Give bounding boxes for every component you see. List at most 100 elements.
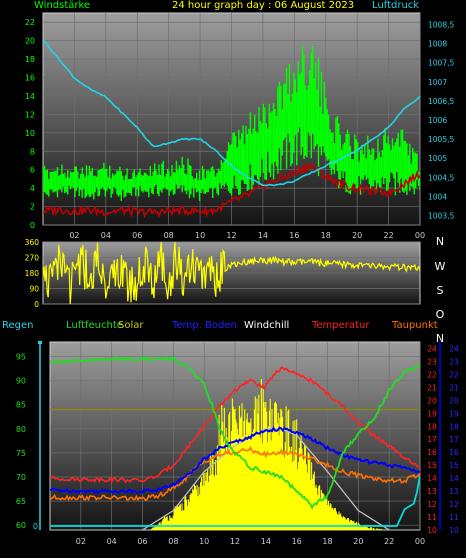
- solar-maximum-series: [142, 428, 390, 530]
- soil-temperature-y-tick-label: 14: [449, 474, 459, 483]
- humidity-y-tick-label: 70: [16, 473, 26, 482]
- temp-x-tick-label: 00: [415, 537, 425, 546]
- pressure-y-tick-label: 1008,5: [428, 20, 454, 29]
- wind-x-tick-label: 12: [226, 231, 236, 240]
- temperature-y-tick-label: 10: [427, 526, 437, 535]
- wind-x-tick-label: 00: [415, 231, 425, 240]
- humidity-y-tick-label: 90: [16, 377, 26, 386]
- pressure-y-tick-label: 1005: [428, 154, 447, 163]
- legend-solar: Solar: [118, 320, 144, 331]
- direction-y-tick-label: 90: [29, 285, 39, 294]
- wind-y-tick-label: 14: [25, 92, 35, 101]
- wind-x-tick-label: 02: [69, 231, 79, 240]
- temperature-y-tick-label: 16: [427, 448, 437, 457]
- humidity-y-tick-label: 85: [16, 401, 26, 410]
- pressure-y-tick-label: 1006,5: [428, 97, 454, 106]
- temperature-y-tick-label: 17: [427, 435, 437, 444]
- soil-temperature-y-tick-label: 10: [449, 526, 459, 535]
- temperature-y-tick-label: 13: [427, 487, 437, 496]
- temp-x-tick-label: 18: [322, 537, 332, 546]
- soil-temperature-y-tick-label: 20: [449, 396, 459, 405]
- temperature-y-tick-label: 14: [427, 474, 437, 483]
- wind-y-tick-label: 2: [30, 203, 35, 212]
- rain-series: [50, 475, 420, 527]
- temp-x-tick-label: 16: [292, 537, 302, 546]
- wind-y-tick-label: 0: [30, 221, 35, 230]
- pressure-series: [43, 39, 420, 187]
- compass-label: S: [437, 284, 444, 297]
- wind-y-tick-label: 8: [30, 147, 35, 156]
- soil-temperature-y-tick-label: 11: [449, 513, 459, 522]
- direction-y-tick-label: 270: [25, 254, 40, 263]
- wind-y-tick-label: 22: [25, 18, 35, 27]
- wind-y-tick-label: 12: [25, 110, 35, 119]
- chart-title: 24 hour graph day : 06 August 2023: [172, 0, 355, 11]
- soil-temperature-y-tick-label: 18: [449, 422, 459, 431]
- legend-windchill: Windchill: [244, 320, 290, 331]
- wind-y-tick-label: 16: [25, 74, 35, 83]
- soil-temperature-y-tick-label: 16: [449, 448, 459, 457]
- soil-temperature-y-tick-label: 22: [449, 370, 459, 379]
- legend-dewpoint: Taupunkt: [392, 320, 438, 331]
- compass-label: O: [436, 308, 445, 321]
- temperature-humidity-panel: 60 65 70 75 80 85 90 95 0 10 11 12 13 14 15 16 17 18 19 20 2…: [16, 341, 459, 546]
- humidity-y-tick-label: 95: [16, 352, 26, 361]
- wind-x-tick-label: 16: [289, 231, 299, 240]
- temperature-y-tick-label: 23: [427, 357, 437, 366]
- soil-temperature-series: [50, 425, 420, 495]
- temp-x-tick-label: 20: [353, 537, 363, 546]
- soil-temperature-y-tick-label: 19: [449, 409, 459, 418]
- temperature-y-tick-label: 12: [427, 500, 437, 509]
- wind-x-tick-label: 18: [321, 231, 331, 240]
- wind-x-tick-label: 08: [164, 231, 174, 240]
- legend-rain: Regen: [2, 320, 34, 331]
- wind-x-tick-label: 10: [195, 231, 205, 240]
- temperature-y-tick-label: 24: [427, 344, 437, 353]
- compass-label: N: [436, 235, 444, 248]
- temp-x-tick-label: 22: [384, 537, 394, 546]
- temperature-y-tick-label: 15: [427, 461, 437, 470]
- humidity-y-tick-label: 65: [16, 497, 26, 506]
- wind-axis-label: Windstärke: [34, 0, 91, 11]
- legend-temperature: Temperatur: [312, 320, 370, 331]
- temp-x-tick-label: 02: [76, 537, 86, 546]
- legend-humidity: Luftfeuchte: [66, 320, 123, 331]
- pressure-axis-label: Luftdruck: [372, 0, 420, 11]
- pressure-y-tick-label: 1003,5: [428, 211, 454, 220]
- temperature-y-tick-label: 22: [427, 370, 437, 379]
- soil-temperature-y-tick-label: 21: [449, 383, 459, 392]
- humidity-y-tick-label: 80: [16, 425, 26, 434]
- legend-soil-temp: Temp. Boden: [172, 320, 237, 331]
- wind-x-tick-label: 06: [132, 231, 142, 240]
- humidity-series: [50, 355, 420, 510]
- pressure-y-tick-label: 1007: [428, 78, 447, 87]
- temp-x-tick-label: 10: [199, 537, 209, 546]
- wind-y-tick-label: 6: [30, 166, 35, 175]
- wind-y-tick-label: 20: [25, 37, 35, 46]
- temp-x-tick-label: 06: [137, 537, 147, 546]
- temperature-y-tick-label: 19: [427, 409, 437, 418]
- pressure-y-tick-label: 1005,5: [428, 135, 454, 144]
- temperature-y-tick-label: 20: [427, 396, 437, 405]
- pressure-y-tick-label: 1004,5: [428, 173, 454, 182]
- temperature-y-tick-label: 18: [427, 422, 437, 431]
- temperature-y-tick-label: 11: [427, 513, 437, 522]
- wind-x-tick-label: 04: [101, 231, 111, 240]
- humidity-y-tick-label: 60: [16, 521, 26, 530]
- temp-x-tick-label: 14: [261, 537, 271, 546]
- wind-y-tick-label: 18: [25, 55, 35, 64]
- wind-y-tick-label: 4: [30, 184, 35, 193]
- humidity-y-tick-label: 75: [16, 449, 26, 458]
- soil-temperature-y-tick-label: 23: [449, 357, 459, 366]
- soil-temperature-y-tick-label: 15: [449, 461, 459, 470]
- temperature-series-group: [50, 355, 420, 530]
- direction-y-tick-label: 0: [34, 300, 39, 309]
- wind-y-tick-label: 10: [25, 129, 35, 138]
- wind-series-group: [43, 39, 420, 218]
- temp-x-tick-label: 12: [230, 537, 240, 546]
- direction-y-tick-label: 180: [25, 269, 40, 278]
- soil-temperature-y-tick-label: 13: [449, 487, 459, 496]
- compass-label: W: [435, 260, 446, 273]
